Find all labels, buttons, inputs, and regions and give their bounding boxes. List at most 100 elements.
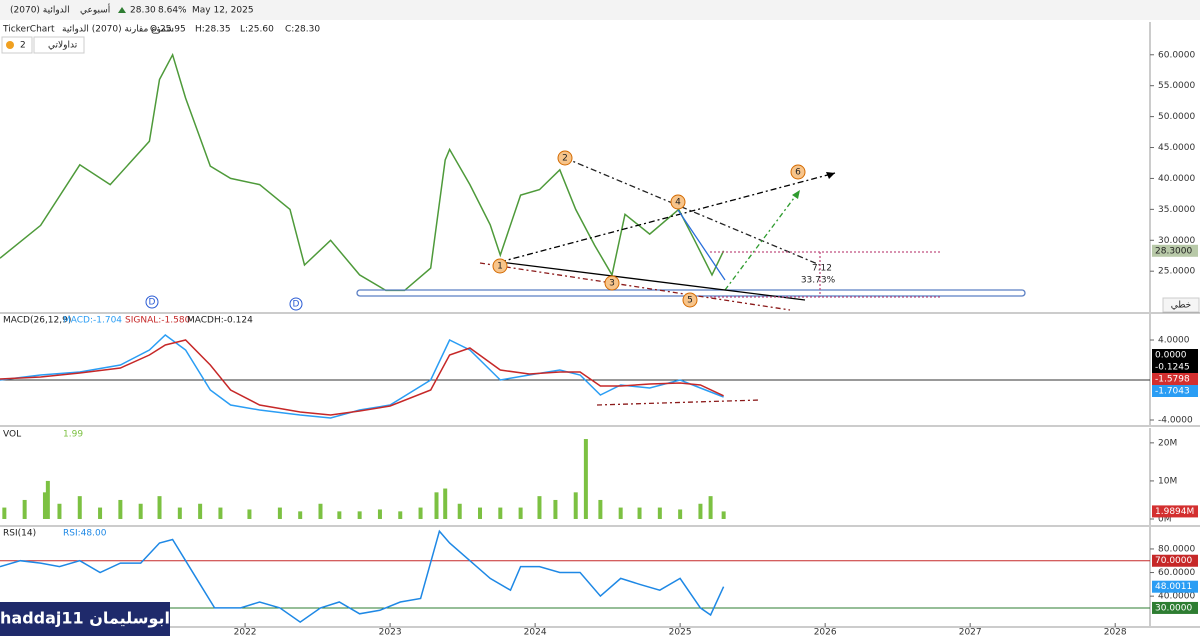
dividend-label: D <box>149 298 156 308</box>
legend-entry: 1.99 <box>63 430 83 440</box>
volume-bar <box>573 492 578 519</box>
volume-bar <box>398 511 403 519</box>
level-box <box>1152 601 1198 614</box>
trend-line <box>499 172 836 263</box>
last-value-box <box>1152 505 1198 518</box>
volume-bar <box>57 503 62 519</box>
y-tick-label: 20M <box>1158 438 1177 448</box>
y-tick-label: 50.0000 <box>1158 112 1195 122</box>
volume-bar <box>553 499 558 519</box>
dividend-label: D <box>293 300 300 310</box>
volume-bar <box>318 503 323 519</box>
arrow-head <box>792 190 800 199</box>
legend-entry: RSI:48.00 <box>63 529 107 539</box>
volume-bar <box>198 503 203 519</box>
bell-icon <box>6 41 14 49</box>
volume-bar <box>357 511 362 519</box>
wave-marker <box>604 275 620 291</box>
volume-bar <box>247 509 252 519</box>
top-bar <box>0 0 1200 20</box>
level-box <box>1152 554 1198 567</box>
x-tick-label: 2023 <box>379 628 402 636</box>
dividend-marker <box>145 295 159 309</box>
x-tick-label: 2024 <box>524 628 547 636</box>
pane: 40.0000 60.0000 80.0000 2022 2023 2024 2025 202… <box>0 527 1200 636</box>
panes: 25.000030.000035.000040.000045.000050.00… <box>0 22 1200 636</box>
measure-label: 33.73% <box>801 276 836 286</box>
volume-bar <box>698 503 703 519</box>
pane-title: MACD(26,12,9) <box>3 316 71 326</box>
date: May 12, 2025 <box>192 6 254 16</box>
volume-bar <box>537 496 542 519</box>
volume-bar <box>443 488 448 519</box>
level-label: 70.0000 <box>1155 556 1192 566</box>
volume-bar <box>177 507 182 519</box>
volume-bar <box>498 507 503 519</box>
y-tick-label: 25.0000 <box>1158 267 1195 277</box>
wave-marker <box>790 164 806 180</box>
volume-bar <box>337 511 342 519</box>
legend-entry: MACD:-1.704 <box>63 316 122 326</box>
trend-line <box>564 157 821 266</box>
y-tick-label: 60.0000 <box>1158 568 1195 578</box>
volume-bar <box>77 496 82 519</box>
wave-label: 1 <box>497 262 503 272</box>
volume-bar <box>2 507 7 519</box>
dividend-marker <box>289 297 303 311</box>
series-line <box>0 334 724 419</box>
y-tick-label: -4.0000 <box>1158 416 1193 426</box>
wave-marker <box>682 292 698 308</box>
wave-label: 6 <box>795 168 801 178</box>
last-value-box <box>1152 349 1198 361</box>
drawings <box>356 157 1026 406</box>
x-tick-label: 2028 <box>1104 628 1127 636</box>
volume-bar <box>708 496 713 519</box>
series-line <box>0 339 724 416</box>
wave-label: 5 <box>687 296 693 306</box>
volume-bar <box>277 507 282 519</box>
portfolio-button[interactable] <box>33 36 85 54</box>
last-value-box <box>1152 361 1198 373</box>
volume-bar <box>98 507 103 519</box>
ohlc-value: H:28.35 <box>195 25 231 35</box>
wave-label: 3 <box>609 279 615 289</box>
arrow-head <box>826 172 835 179</box>
volume-bar <box>218 507 223 519</box>
volume-bar <box>298 511 303 519</box>
volume-bar <box>42 492 47 519</box>
ohlc-value: O:25.95 <box>150 25 186 35</box>
volume-bar <box>518 507 523 519</box>
volume-bar <box>598 499 603 519</box>
last-value-label: -1.7043 <box>1155 387 1190 397</box>
x-tick-label: 2025 <box>669 628 692 636</box>
volume-bar <box>618 507 623 519</box>
pane-title: RSI(14) <box>3 529 36 539</box>
mode-button[interactable] <box>1162 297 1200 313</box>
volume-bar <box>678 509 683 519</box>
volume-bar <box>721 511 726 519</box>
y-tick-label: 30.0000 <box>1158 236 1195 246</box>
up-arrow <box>118 7 126 13</box>
pane: 0M 10M 20M VOL 1.99 1.9894M <box>0 428 1200 527</box>
volume-bar <box>434 492 439 519</box>
period: أسبوعي <box>80 4 110 16</box>
volume-bar <box>138 503 143 519</box>
alerts: 2 <box>20 41 26 51</box>
y-tick-label: 0M <box>1158 514 1172 524</box>
y-tick-label: 35.0000 <box>1158 205 1195 215</box>
volume-bar <box>157 496 162 519</box>
alerts-button[interactable] <box>1 36 33 54</box>
pane: 4.0000 -4.0000 MACD(26,12,9)MACD:-1.704 SIG… <box>0 314 1200 427</box>
volume-bar <box>118 499 123 519</box>
projection-line <box>724 189 801 291</box>
y-tick-label: 4.0000 <box>1158 336 1190 346</box>
chart-name: شموع مقارنة (2070) الدوائية <box>62 25 174 35</box>
ohlc: O:25.95 H:28.35 L:25.60 C:28.30 <box>150 25 320 35</box>
last-value-label: 48.0011 <box>1155 582 1192 592</box>
last-value-label: 0.0000 <box>1155 351 1187 361</box>
volume-bar <box>457 503 462 519</box>
volume-bar <box>478 507 483 519</box>
volume-bar <box>377 509 382 519</box>
